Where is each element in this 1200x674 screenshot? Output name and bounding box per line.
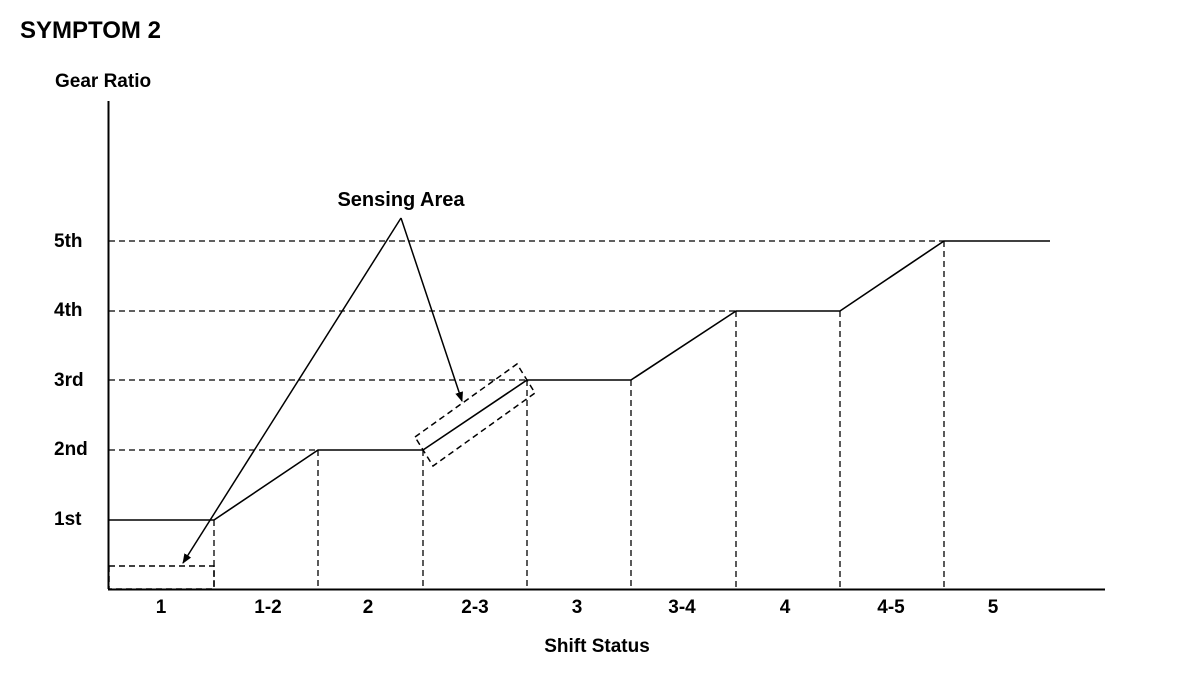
sensing-arrow-2 — [400, 217, 463, 402]
x-axis-ticks: 1 1-2 2 2-3 3 3-4 4 4-5 5 — [156, 597, 999, 618]
sensing-area-box-2 — [413, 362, 537, 468]
gear-ratio-curve — [109, 240, 1050, 521]
x-tick-1: 1 — [156, 597, 167, 618]
y-tick-3rd: 3rd — [54, 370, 84, 391]
y-axis-ticks: 1st 2nd 3rd 4th 5th — [54, 231, 88, 530]
y-tick-4th: 4th — [54, 300, 83, 321]
y-tick-5th: 5th — [54, 231, 83, 252]
diagram-title: SYMPTOM 2 — [20, 17, 161, 44]
y-tick-2nd: 2nd — [54, 439, 88, 460]
horizontal-reference-lines — [109, 240, 944, 451]
x-tick-5: 5 — [988, 597, 999, 618]
sensing-area-box-1 — [108, 565, 215, 590]
x-tick-1-2: 1-2 — [254, 597, 281, 618]
y-axis-label: Gear Ratio — [55, 71, 151, 92]
x-tick-2: 2 — [363, 597, 374, 618]
vertical-reference-lines — [213, 241, 945, 589]
x-tick-3: 3 — [572, 597, 583, 618]
y-tick-1st: 1st — [54, 509, 82, 530]
x-tick-3-4: 3-4 — [668, 597, 696, 618]
x-axis-label: Shift Status — [544, 636, 650, 657]
x-tick-4: 4 — [780, 597, 791, 618]
sensing-arrow-1 — [182, 217, 402, 564]
sensing-area-label: Sensing Area — [337, 189, 465, 211]
x-tick-2-3: 2-3 — [461, 597, 488, 618]
x-tick-4-5: 4-5 — [877, 597, 905, 618]
